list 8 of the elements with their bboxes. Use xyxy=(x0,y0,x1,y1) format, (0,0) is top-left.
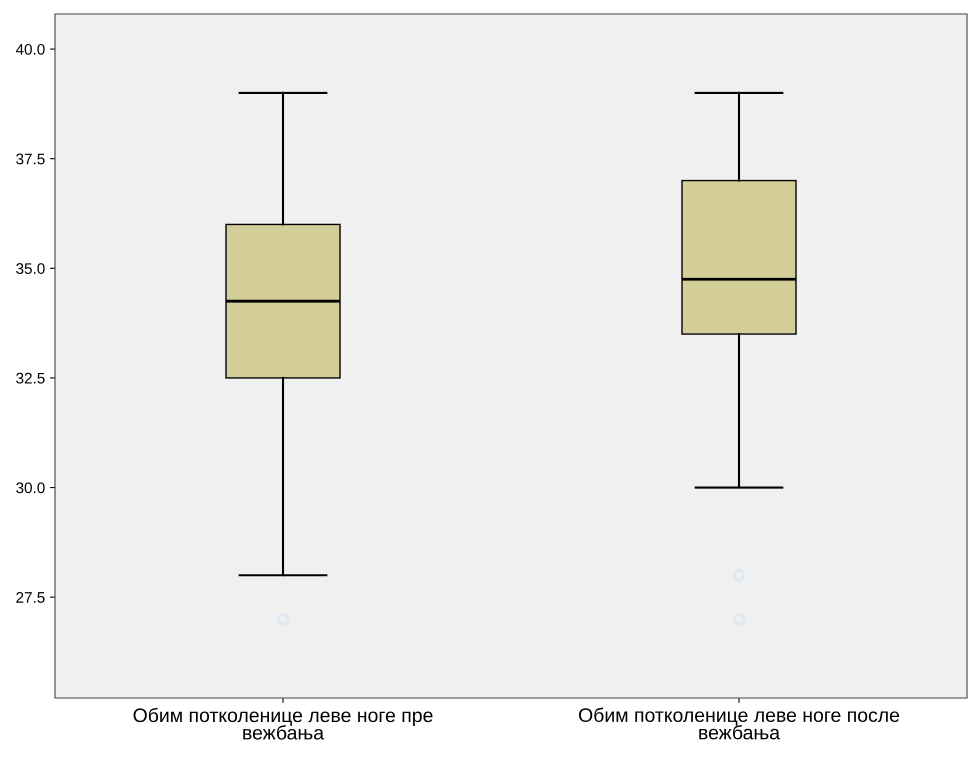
y-tick-label: 37.5 xyxy=(16,154,45,164)
y-tick-label: 30.0 xyxy=(16,482,45,494)
y-tick-label: 27.5 xyxy=(16,592,45,603)
y-tick-label: 32.5 xyxy=(16,372,45,384)
y-tick-label: 35.0 xyxy=(16,263,45,274)
y-tick-label: 40.0 xyxy=(16,44,45,55)
x-tick-label: Обим потколенице леве ноге после вежбања xyxy=(579,708,900,740)
x-tick-label: Обим потколенице леве ноге пре вежбања xyxy=(134,708,433,740)
